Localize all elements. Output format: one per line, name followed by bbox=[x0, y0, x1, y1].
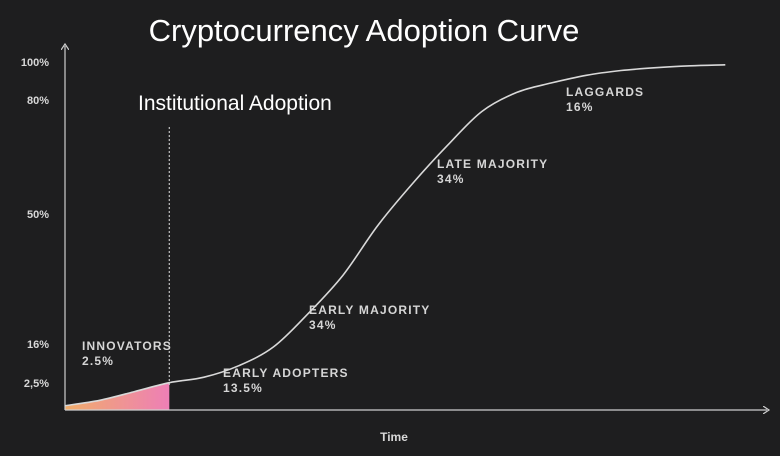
curve-layer bbox=[64, 64, 726, 407]
chart-title: Cryptocurrency Adoption Curve bbox=[149, 13, 580, 48]
segment-share-label: 2.5% bbox=[82, 354, 114, 368]
y-tick-label: 100% bbox=[21, 57, 49, 69]
segment-share-label: 16% bbox=[566, 100, 594, 114]
segment-share-label: 34% bbox=[437, 172, 465, 186]
segment-name-label: EARLY MAJORITY bbox=[309, 303, 431, 317]
segment-share-label: 34% bbox=[309, 318, 337, 332]
y-ticks-layer: 100% 80% 50% 16% 2,5% bbox=[21, 57, 49, 390]
segment-name-label: LATE MAJORITY bbox=[437, 157, 548, 171]
y-tick-label: 16% bbox=[27, 339, 49, 351]
segment-name-label: INNOVATORS bbox=[82, 339, 172, 353]
segment-share-label: 13.5% bbox=[223, 381, 263, 395]
segment-name-label: EARLY ADOPTERS bbox=[223, 366, 349, 380]
segment-name-label: LAGGARDS bbox=[566, 85, 644, 99]
x-axis-label: Time bbox=[380, 430, 408, 444]
y-tick-label: 2,5% bbox=[24, 378, 49, 390]
y-tick-label: 80% bbox=[27, 95, 49, 107]
institutional-adoption-label: Institutional Adoption bbox=[138, 92, 332, 115]
y-tick-label: 50% bbox=[27, 209, 49, 221]
adoption-curve-line bbox=[64, 64, 726, 407]
